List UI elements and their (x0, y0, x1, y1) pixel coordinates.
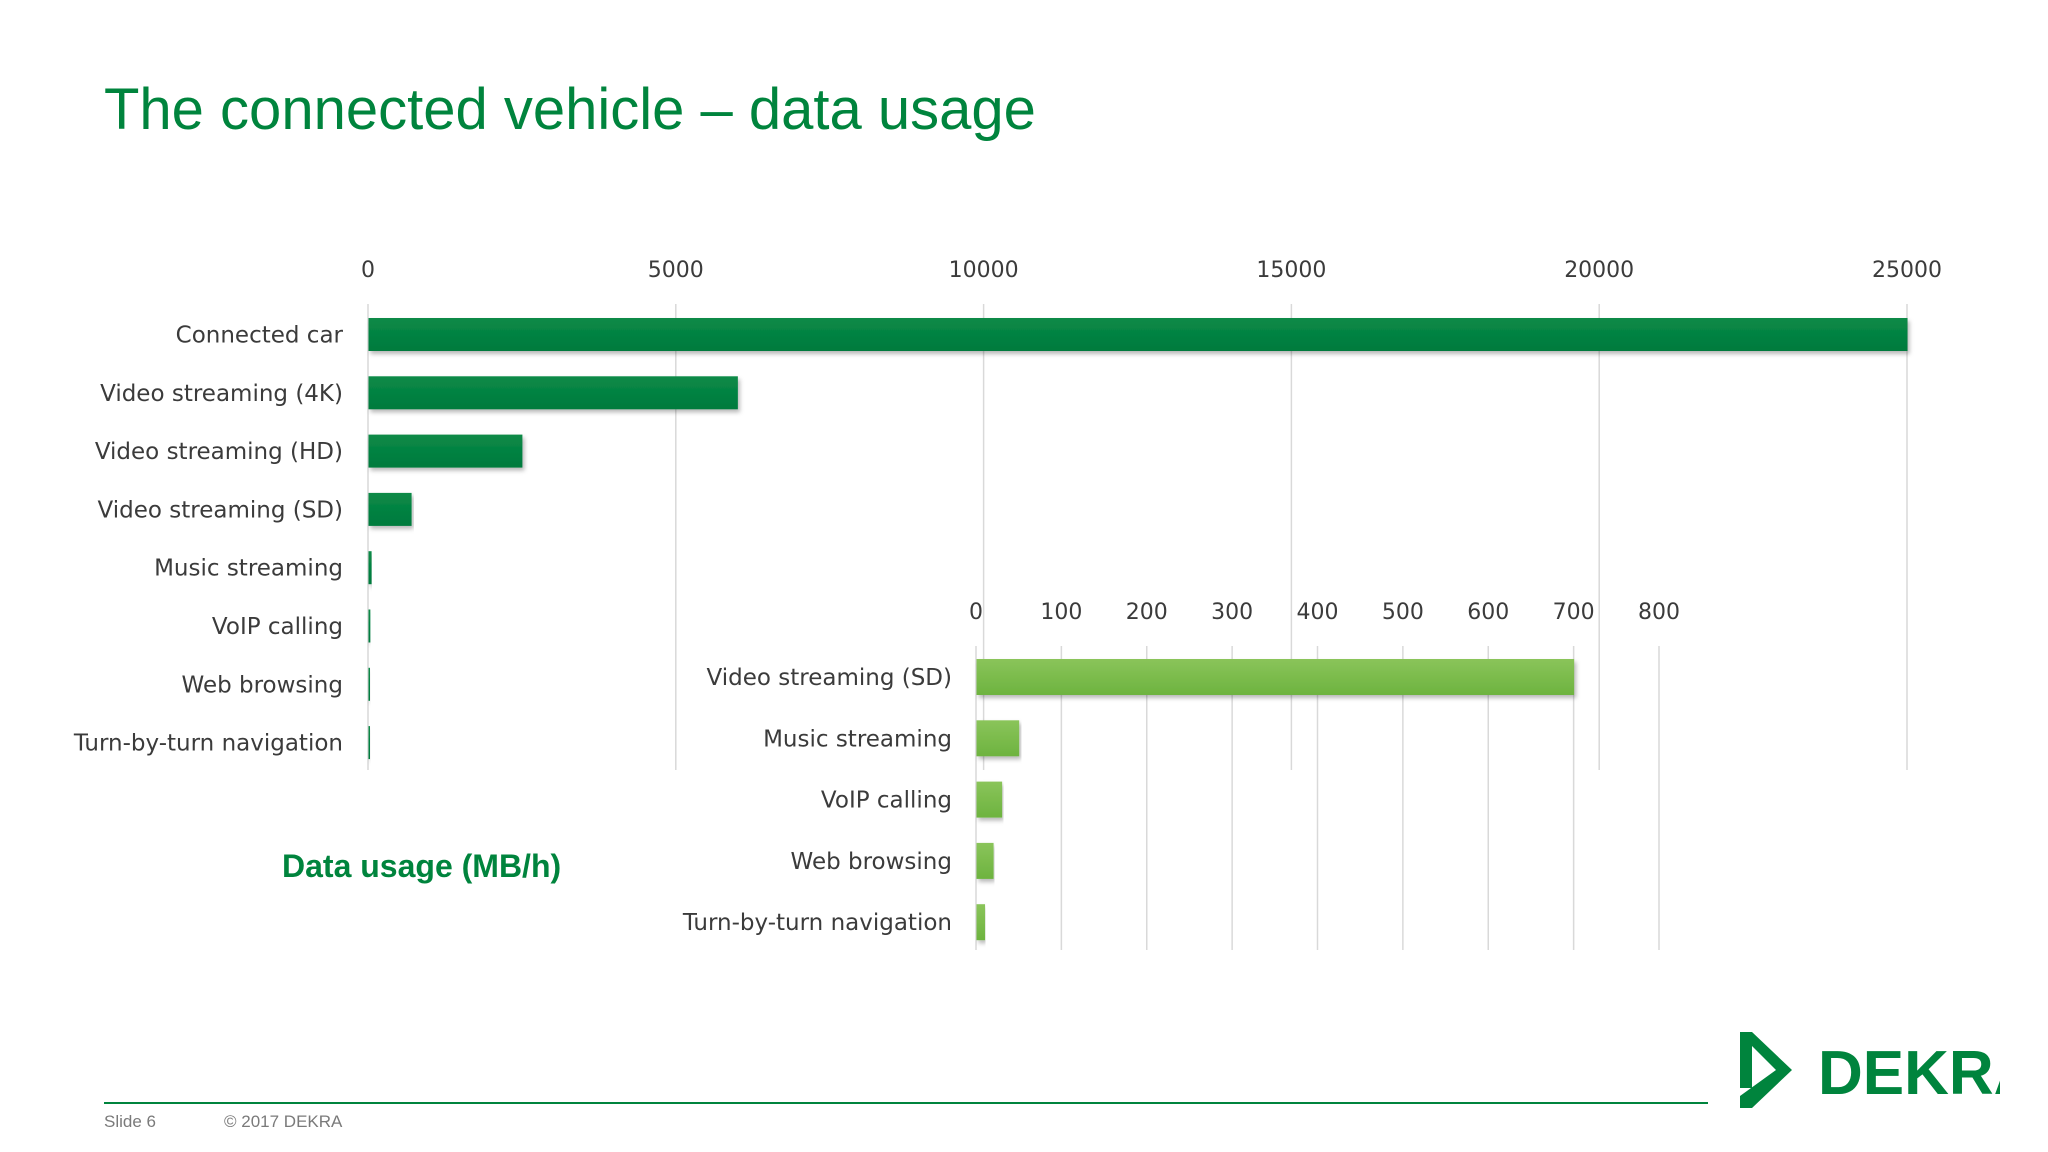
bar (368, 434, 523, 468)
category-label: Music streaming (154, 556, 343, 582)
x-tick-label: 400 (1297, 600, 1339, 625)
category-label: Turn-by-turn navigation (73, 731, 343, 757)
inset-chart: 0 100 200 300 400 500 600 700 800 Video streaming… (682, 600, 1680, 950)
bar (368, 551, 372, 585)
bar (976, 842, 994, 879)
bar (368, 318, 1908, 351)
x-tick-label: 700 (1553, 600, 1595, 625)
category-label: Video streaming (SD) (98, 497, 344, 523)
x-tick-label: 600 (1467, 600, 1509, 625)
unit-label: Data usage (MB/h) (282, 848, 562, 884)
category-label: Web browsing (791, 849, 952, 875)
bar (368, 492, 412, 526)
category-label: Web browsing (182, 672, 343, 698)
footer-slide-number: Slide 6 (104, 1112, 156, 1131)
x-tick-label: 800 (1638, 600, 1680, 625)
x-tick-label: 200 (1126, 600, 1168, 625)
category-label: Video streaming (HD) (95, 439, 343, 465)
x-tick-label: 100 (1040, 600, 1082, 625)
category-label: Turn-by-turn navigation (682, 910, 952, 936)
bar (976, 904, 986, 941)
category-label: VoIP calling (212, 614, 343, 640)
x-tick-label: 500 (1382, 600, 1424, 625)
bar (976, 659, 1575, 695)
x-tick-label: 25000 (1872, 258, 1942, 283)
dekra-logo-mark-icon (1740, 1032, 1792, 1108)
x-tick-label: 10000 (949, 258, 1019, 283)
slide-title: The connected vehicle – data usage (104, 77, 1036, 142)
category-label: VoIP calling (821, 788, 952, 814)
bar (976, 781, 1003, 818)
footer-divider (104, 1102, 1708, 1104)
category-label: Video streaming (SD) (707, 665, 953, 691)
bar (976, 720, 1020, 757)
bar (368, 726, 370, 760)
footer-copyright: © 2017 DEKRA (224, 1112, 343, 1131)
bar (368, 667, 370, 701)
category-label: Music streaming (763, 726, 952, 752)
category-label: Video streaming (4K) (100, 381, 343, 407)
x-tick-label: 0 (969, 600, 983, 625)
logo-wordmark: DEKRA (1818, 1039, 2000, 1108)
category-label: Connected car (176, 323, 344, 349)
x-tick-label: 15000 (1256, 258, 1326, 283)
x-tick-label: 0 (361, 258, 375, 283)
x-tick-label: 20000 (1564, 258, 1634, 283)
x-tick-label: 300 (1211, 600, 1253, 625)
dekra-logo: DEKRA (1740, 1032, 2000, 1108)
bar (368, 376, 738, 410)
x-tick-label: 5000 (648, 258, 704, 283)
bar (368, 609, 371, 643)
